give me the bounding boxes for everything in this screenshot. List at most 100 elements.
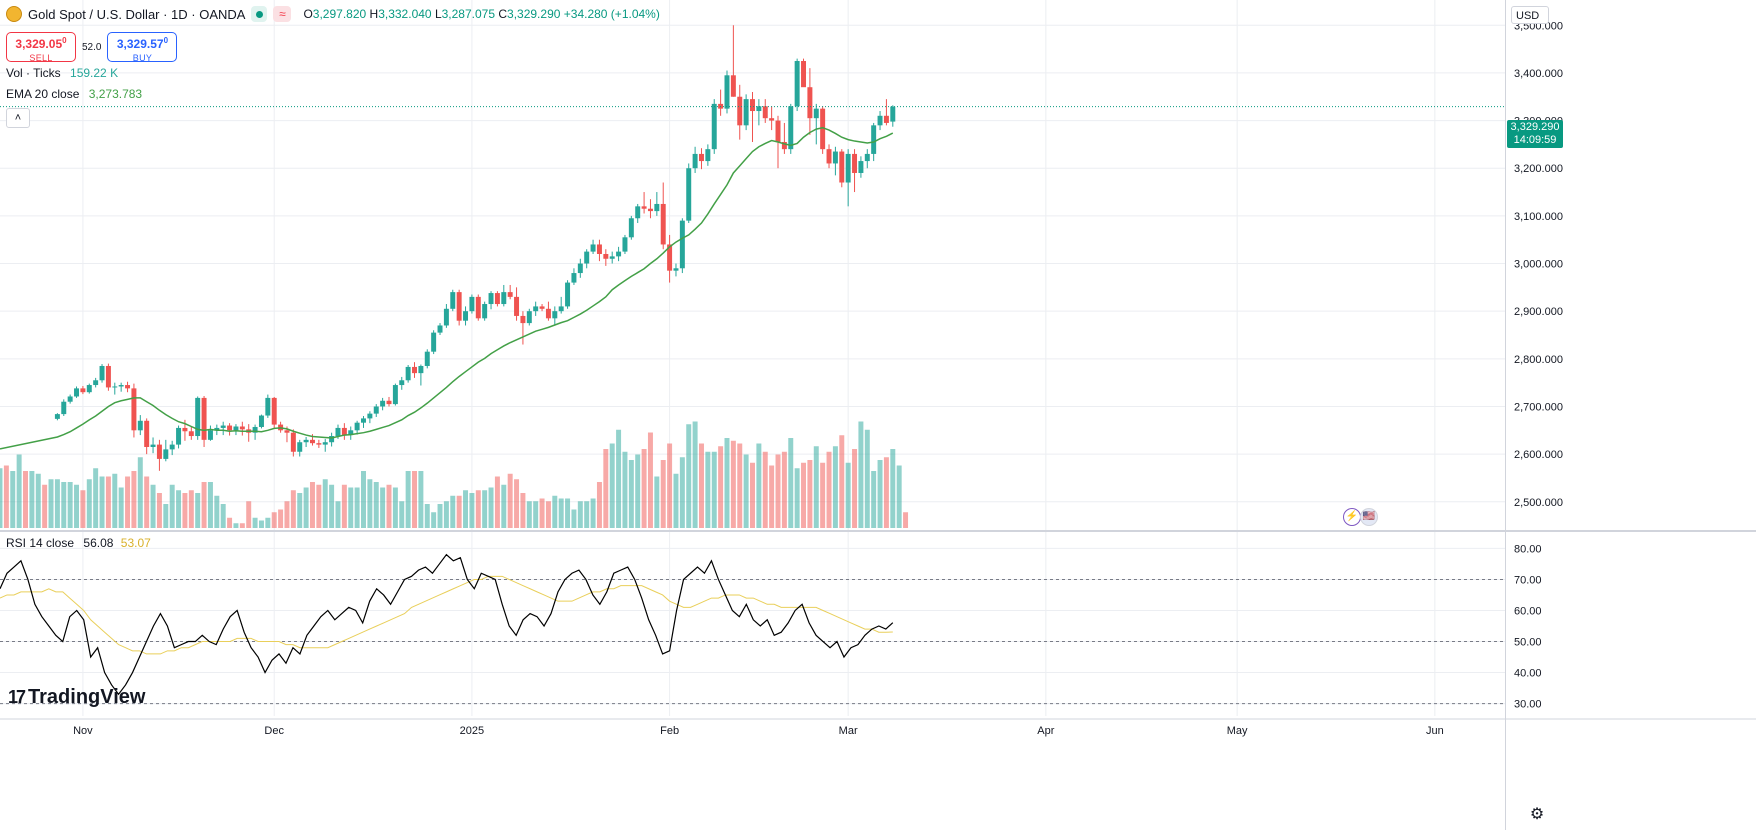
- volume-bar: [883, 457, 889, 528]
- volume-bar: [16, 454, 22, 528]
- volume-bar: [361, 471, 366, 528]
- wave-icon[interactable]: ≈: [273, 6, 292, 22]
- candle-body: [788, 106, 794, 150]
- volume-bar: [431, 512, 437, 528]
- candle-body: [450, 292, 456, 309]
- candle-body: [105, 365, 111, 388]
- candle-body: [233, 426, 239, 431]
- sell-button[interactable]: 3,329.050 SELL: [6, 32, 76, 63]
- volume-bar: [654, 476, 660, 528]
- volume-bar: [214, 495, 220, 528]
- candle-body: [188, 431, 194, 437]
- candle-body: [348, 430, 354, 436]
- volume-bar: [577, 501, 583, 528]
- ema-legend[interactable]: EMA 20 close 3,273.783: [6, 87, 142, 101]
- candle-body: [705, 149, 711, 162]
- candle-body: [386, 400, 392, 405]
- rsi-pane: [0, 553, 1505, 705]
- volume-bar: [278, 509, 284, 528]
- live-dot-icon[interactable]: [251, 6, 268, 22]
- candle-body: [220, 425, 226, 428]
- tradingview-logo[interactable]: 17 TradingView: [8, 686, 145, 709]
- volume-bar: [450, 495, 456, 528]
- volume-bar: [424, 504, 430, 528]
- volume-bar: [692, 421, 698, 528]
- volume-bar: [565, 498, 571, 528]
- candle-body: [207, 430, 213, 440]
- candle-body: [647, 208, 653, 212]
- candle-body: [871, 125, 877, 154]
- current-price-tag: 3,329.290 14:09:59: [1507, 120, 1563, 148]
- lightning-event-icon[interactable]: ⚡: [1343, 508, 1361, 526]
- candle-body: [494, 293, 500, 305]
- rsi-label: RSI 14 close: [6, 536, 75, 550]
- price-tick-label: 2,900.000: [1514, 306, 1563, 318]
- volume-bar: [176, 490, 182, 528]
- candle-body: [112, 386, 118, 388]
- us-flag-event-icon[interactable]: 🇺🇸: [1360, 508, 1378, 526]
- symbol-title[interactable]: Gold Spot / U.S. Dollar · 1D · OANDA: [28, 6, 246, 22]
- time-tick-label: Mar: [839, 725, 858, 737]
- volume-bar: [520, 493, 526, 528]
- volume-bar: [469, 493, 475, 528]
- candle-body: [877, 115, 883, 126]
- volume-bar: [807, 460, 813, 528]
- volume-bar: [418, 471, 424, 528]
- candle-body: [820, 108, 826, 150]
- volume-bar: [329, 484, 335, 528]
- volume-bar: [871, 471, 877, 528]
- rsi-legend[interactable]: RSI 14 close 56.08 53.07: [6, 536, 151, 550]
- candle-body: [858, 161, 864, 173]
- time-tick-label: Jun: [1426, 725, 1444, 737]
- sell-price: 3,329.05: [15, 37, 63, 51]
- price-tick-label: 2,700.000: [1514, 401, 1563, 413]
- sell-price-sup: 0: [62, 36, 67, 45]
- volume-bar: [35, 473, 41, 528]
- time-tick-label: Nov: [73, 725, 93, 737]
- volume-bar: [105, 476, 111, 528]
- candle-body: [195, 397, 201, 437]
- candle-body: [762, 106, 768, 119]
- currency-button[interactable]: USD: [1511, 6, 1549, 24]
- candle-body: [463, 311, 469, 321]
- volume-legend[interactable]: Vol · Ticks 159.22 K: [6, 66, 118, 80]
- candle-body: [271, 397, 277, 425]
- candlestick-series: [0, 25, 1505, 471]
- candle-body: [801, 60, 807, 88]
- volume-bar: [195, 493, 201, 528]
- rsi-tick-label: 30.00: [1514, 699, 1542, 711]
- candle-body: [724, 75, 730, 109]
- price-tick-label: 2,500.000: [1514, 497, 1563, 509]
- volume-bar: [718, 446, 724, 528]
- volume-bar: [239, 523, 245, 528]
- volume-bar: [316, 484, 322, 528]
- volume-bar: [539, 498, 545, 528]
- candle-body: [616, 251, 622, 257]
- rsi-line: [0, 553, 894, 696]
- volume-bar: [386, 484, 392, 528]
- volume-bar: [890, 449, 896, 528]
- candle-body: [341, 427, 347, 436]
- volume-bar: [756, 443, 762, 528]
- volume-bar: [10, 471, 16, 528]
- volume-bar: [762, 451, 768, 528]
- buy-price-sup: 0: [163, 36, 169, 45]
- candle-body: [743, 99, 749, 126]
- bar-countdown: 14:09:59: [1513, 134, 1557, 146]
- collapse-legend-button[interactable]: ˄: [6, 108, 30, 128]
- gear-icon[interactable]: ⚙: [1529, 806, 1545, 823]
- high-value: 3,332.040: [378, 7, 432, 21]
- candle-body: [309, 439, 315, 444]
- candle-body: [584, 251, 590, 264]
- candle-body: [456, 292, 462, 321]
- volume-bar: [750, 462, 755, 528]
- volume-bar: [284, 501, 290, 528]
- candle-body: [227, 425, 233, 431]
- volume-bar: [839, 435, 845, 528]
- ema-label: EMA 20 close: [6, 87, 80, 101]
- buy-button[interactable]: 3,329.570 BUY: [107, 32, 178, 63]
- candle-body: [380, 400, 386, 407]
- volume-bar: [711, 451, 717, 528]
